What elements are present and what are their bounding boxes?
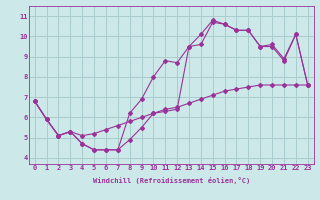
X-axis label: Windchill (Refroidissement éolien,°C): Windchill (Refroidissement éolien,°C) — [92, 177, 250, 184]
